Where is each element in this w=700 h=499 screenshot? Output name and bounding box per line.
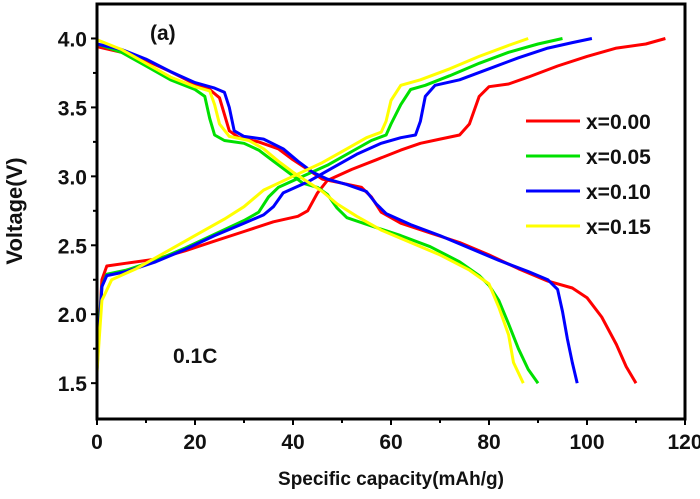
charge-curve-x015 [95,37,529,373]
y-tick-label: 2.0 [58,304,87,327]
x-tick-label: 100 [569,431,604,454]
y-axis-ticks: 1.5 2.0 2.5 3.0 3.5 4.0 [58,28,97,396]
discharge-curve-x005 [96,42,540,385]
y-tick-label: 1.5 [58,373,88,396]
x-tick-label: 60 [379,431,402,454]
x-tick-label: 80 [477,431,500,454]
charge-curve-x010 [95,37,593,370]
x-tick-label: 20 [183,431,206,454]
y-tick-label: 2.5 [58,235,88,258]
legend-label: x=0.05 [586,146,651,169]
x-tick-label: 120 [667,431,700,454]
discharge-curve-x010 [96,42,579,384]
panel-label: (a) [150,22,176,45]
legend-label: x=0.10 [586,181,651,204]
y-tick-label: 3.0 [58,166,87,189]
discharge-curve-x015 [96,38,525,384]
legend-label: x=0.00 [586,111,651,134]
y-axis-title: Voltage(V) [2,157,27,264]
x-axis-ticks: 0 20 40 60 80 100 120 [91,419,700,454]
rate-annotation: 0.1C [173,345,217,368]
x-tick-label: 0 [91,431,103,454]
discharge-curve-x000 [96,45,638,384]
y-tick-label: 4.0 [58,28,87,51]
x-axis-title: Specific capacity(mAh/g) [278,469,504,490]
legend-label: x=0.15 [586,216,651,239]
x-tick-label: 40 [281,431,304,454]
legend: x=0.00 x=0.05 x=0.10 x=0.15 [526,111,651,239]
charge-curve-x000 [95,37,666,367]
curves-layer [95,37,666,385]
y-tick-label: 3.5 [58,97,88,120]
